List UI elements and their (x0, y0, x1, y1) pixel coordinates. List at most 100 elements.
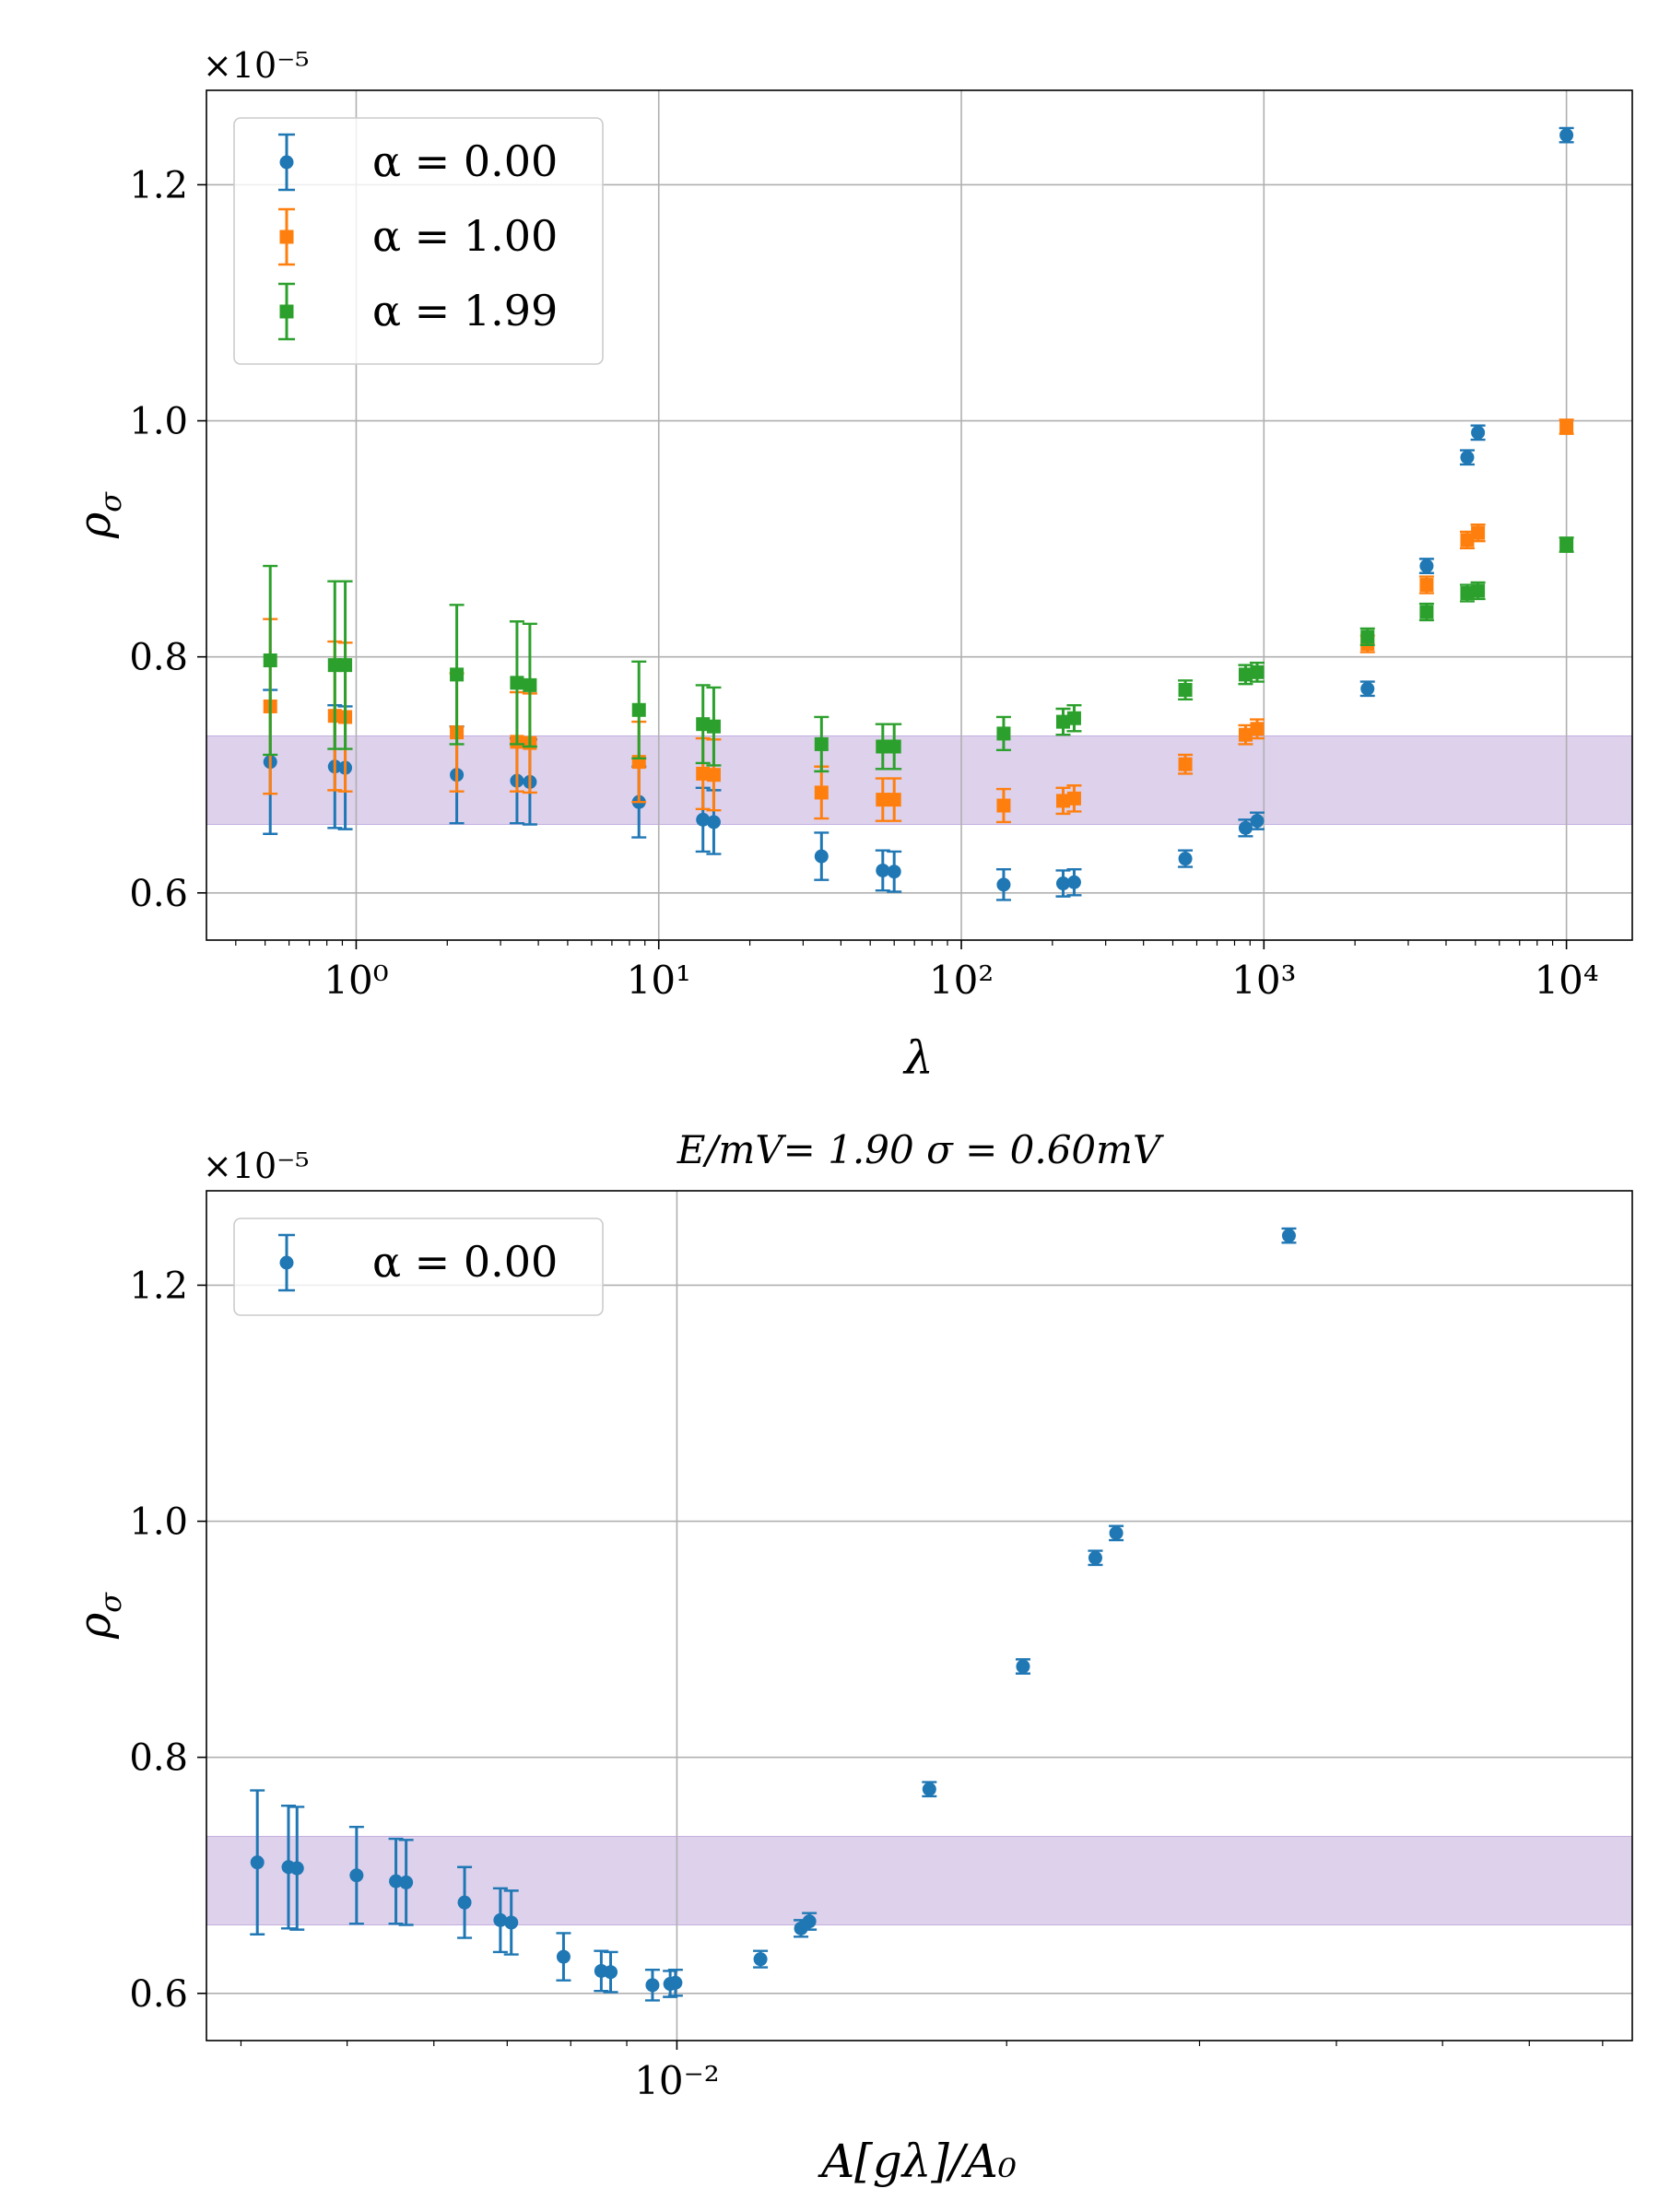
data-point (1178, 849, 1194, 868)
data-point (1359, 680, 1375, 698)
x-tick-label: 10⁻² (634, 2058, 719, 2103)
data-point (1359, 627, 1375, 647)
marker-circle (876, 863, 890, 877)
y-tick-label: 1.2 (129, 164, 188, 206)
data-point (250, 1789, 265, 1936)
data-point (1418, 558, 1434, 574)
marker-circle (1419, 559, 1434, 573)
bottom-title: E/mV= 1.90 σ = 0.60mV (677, 1127, 1164, 1172)
marker-square (1471, 583, 1486, 598)
bottom-reference-band (206, 1835, 1633, 1926)
top-y-axis-label: ρσ (69, 491, 128, 539)
data-point (1055, 869, 1071, 898)
marker-square (1559, 419, 1574, 434)
data-point (1178, 679, 1194, 700)
top-x-axis-label: λ (902, 1031, 934, 1085)
marker-square (1559, 537, 1574, 552)
marker-circle (1250, 814, 1265, 829)
data-point (1250, 661, 1265, 683)
reference-band (206, 735, 1633, 826)
data-point (887, 850, 902, 893)
marker-circle (696, 812, 711, 827)
data-point (695, 684, 711, 765)
legend-marker (279, 304, 294, 319)
y-tick-label: 1.2 (129, 1265, 188, 1307)
top-x-tick-labels: 10⁰ 10¹ 10² 10³ 10⁴ (324, 958, 1598, 1003)
bottom-axes-frame (206, 1190, 1633, 2041)
marker-circle (1016, 1659, 1030, 1674)
legend-box (233, 1218, 604, 1316)
marker-circle (706, 815, 721, 830)
data-point (1109, 1524, 1124, 1542)
top-reference-band (206, 735, 1633, 826)
bottom-y-tick-labels: 0.6 0.8 1.0 1.2 (129, 1265, 188, 2015)
marker-square (338, 658, 353, 673)
bottom-y-label-sub: σ (93, 1592, 128, 1613)
legend-marker (279, 1255, 294, 1270)
legend-label: α = 1.00 (372, 211, 558, 261)
data-point (449, 604, 465, 746)
data-point (348, 1826, 364, 1925)
marker-square (1250, 722, 1265, 736)
legend-marker (279, 229, 294, 244)
x-tick-label: 10¹ (627, 958, 691, 1003)
y-tick-label: 0.6 (129, 873, 188, 915)
marker-circle (753, 1952, 768, 1967)
marker-circle (814, 849, 829, 864)
marker-square (706, 768, 721, 782)
marker-circle (1109, 1525, 1124, 1540)
data-point (1055, 786, 1071, 816)
marker-circle (645, 1978, 660, 1993)
marker-circle (1055, 877, 1070, 891)
data-point (706, 686, 722, 767)
marker-square (1460, 533, 1475, 547)
data-point (1418, 575, 1434, 594)
legend-entry: α = 0.00 (278, 1233, 558, 1292)
marker-circle (399, 1875, 414, 1889)
marker-square (327, 658, 342, 673)
data-point (388, 1837, 404, 1925)
data-point (1459, 530, 1475, 550)
data-point (995, 715, 1011, 752)
data-point (1418, 602, 1434, 622)
x-tick-label: 10⁴ (1534, 958, 1598, 1003)
data-point (644, 1968, 660, 2002)
marker-circle (289, 1861, 304, 1876)
x-tick-label: 10³ (1231, 958, 1296, 1003)
marker-square (887, 739, 901, 754)
top-data-marks (263, 126, 1574, 901)
marker-circle (1066, 875, 1081, 889)
marker-square (1178, 757, 1193, 771)
marker-square (1066, 711, 1081, 725)
bottom-legend: α = 0.00 (233, 1218, 604, 1316)
data-point (1238, 664, 1253, 686)
data-point (1250, 718, 1265, 740)
data-point (1559, 536, 1574, 553)
data-point (398, 1839, 414, 1926)
marker-square (1178, 683, 1193, 698)
data-point (556, 1932, 571, 1982)
data-point (603, 1950, 618, 1994)
marker-circle (457, 1895, 472, 1910)
legend-label: α = 0.00 (372, 1237, 558, 1287)
marker-square (696, 766, 711, 781)
top-y-label-sub: σ (93, 491, 128, 512)
data-point (327, 580, 343, 750)
top-panel: 0.60.81.01.2 10⁰ 10¹ 10² 10³ 10⁴ ×10⁻⁵ ρσ λ … (69, 45, 1633, 1085)
x-tick-label: 10⁰ (324, 958, 388, 1003)
marker-square (706, 719, 721, 734)
legend-box (233, 117, 604, 365)
data-point (492, 1887, 508, 1954)
marker-square (887, 793, 901, 807)
marker-square (1055, 714, 1070, 729)
data-point (802, 1912, 818, 1931)
marker-circle (493, 1912, 508, 1927)
bottom-y-axis-label: ρσ (69, 1592, 128, 1640)
marker-circle (1281, 1229, 1296, 1243)
data-point (887, 723, 902, 771)
data-point (1559, 126, 1574, 144)
marker-circle (1360, 681, 1375, 696)
y-tick-label: 0.8 (129, 637, 188, 679)
data-point (1178, 753, 1194, 775)
data-point (1470, 581, 1486, 601)
